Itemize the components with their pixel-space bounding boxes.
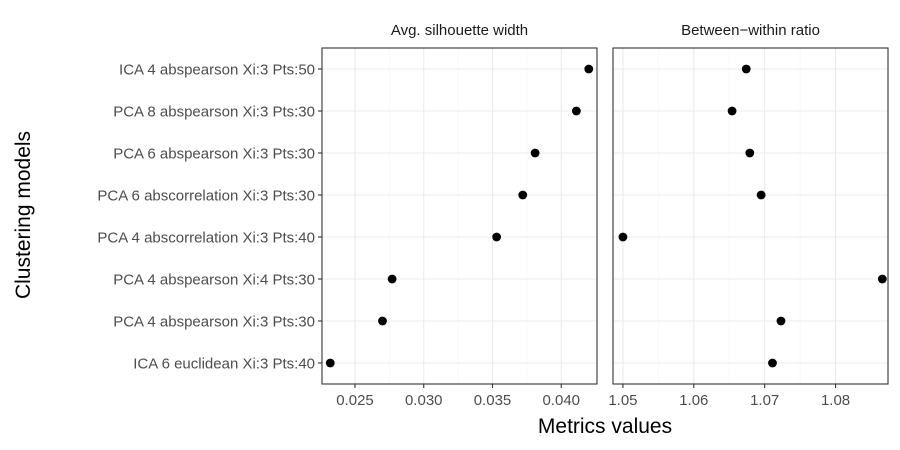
y-tick-label: PCA 4 abspearson Xi:3 Pts:30 (113, 314, 315, 331)
x-tick-label: 0.030 (405, 392, 443, 409)
data-point (492, 232, 502, 242)
x-tick-label: 1.07 (750, 392, 779, 409)
x-tick-label: 1.06 (679, 392, 708, 409)
data-point (530, 148, 540, 158)
data-point (584, 64, 594, 74)
panel-2-border (612, 47, 889, 385)
data-point (727, 106, 737, 116)
y-tick-label: PCA 4 abspearson Xi:4 Pts:30 (113, 272, 315, 289)
y-tick-label: ICA 4 abspearson Xi:3 Pts:50 (119, 62, 315, 79)
panel-2-title: Between−within ratio (681, 22, 820, 39)
x-tick-label: 0.035 (474, 392, 512, 409)
x-tick-label: 1.05 (608, 392, 637, 409)
data-point (378, 316, 387, 326)
data-point (776, 316, 786, 326)
data-point (518, 190, 528, 200)
data-point (745, 148, 755, 158)
data-point (741, 64, 751, 74)
y-axis-title: Clustering models (12, 131, 35, 299)
y-tick-label: ICA 6 euclidean Xi:3 Pts:40 (133, 356, 315, 373)
y-tick-label: PCA 4 abscorrelation Xi:3 Pts:40 (97, 230, 315, 247)
data-point (877, 274, 887, 284)
data-point (325, 358, 335, 368)
x-tick-label: 0.025 (336, 392, 374, 409)
x-tick-label: 1.08 (821, 392, 850, 409)
y-tick-label: PCA 8 abspearson Xi:3 Pts:30 (113, 104, 315, 121)
panels-layer: Avg. silhouette width 0.025 0.030 0.035 0.04… (321, 22, 889, 409)
x-axis-title: Metrics values (538, 415, 672, 438)
y-tick-label: PCA 6 abscorrelation Xi:3 Pts:30 (97, 188, 315, 205)
panel-2: Between−within ratio 1.05 1.06 1.07 1.08 (608, 22, 889, 409)
panel-1: Avg. silhouette width 0.025 0.030 0.035 0.04… (321, 22, 598, 409)
y-tick-label: PCA 6 abspearson Xi:3 Pts:30 (113, 146, 315, 163)
panel-1-title: Avg. silhouette width (391, 22, 528, 39)
data-point (571, 106, 581, 116)
data-point (387, 274, 397, 284)
y-tick-labels: ICA 4 abspearson Xi:3 Pts:50 PCA 8 abspea… (97, 62, 322, 373)
panel-1-border (321, 47, 598, 385)
data-point (768, 358, 777, 368)
x-tick-label: 0.040 (542, 392, 580, 409)
data-point (618, 232, 628, 242)
data-point (756, 190, 766, 200)
